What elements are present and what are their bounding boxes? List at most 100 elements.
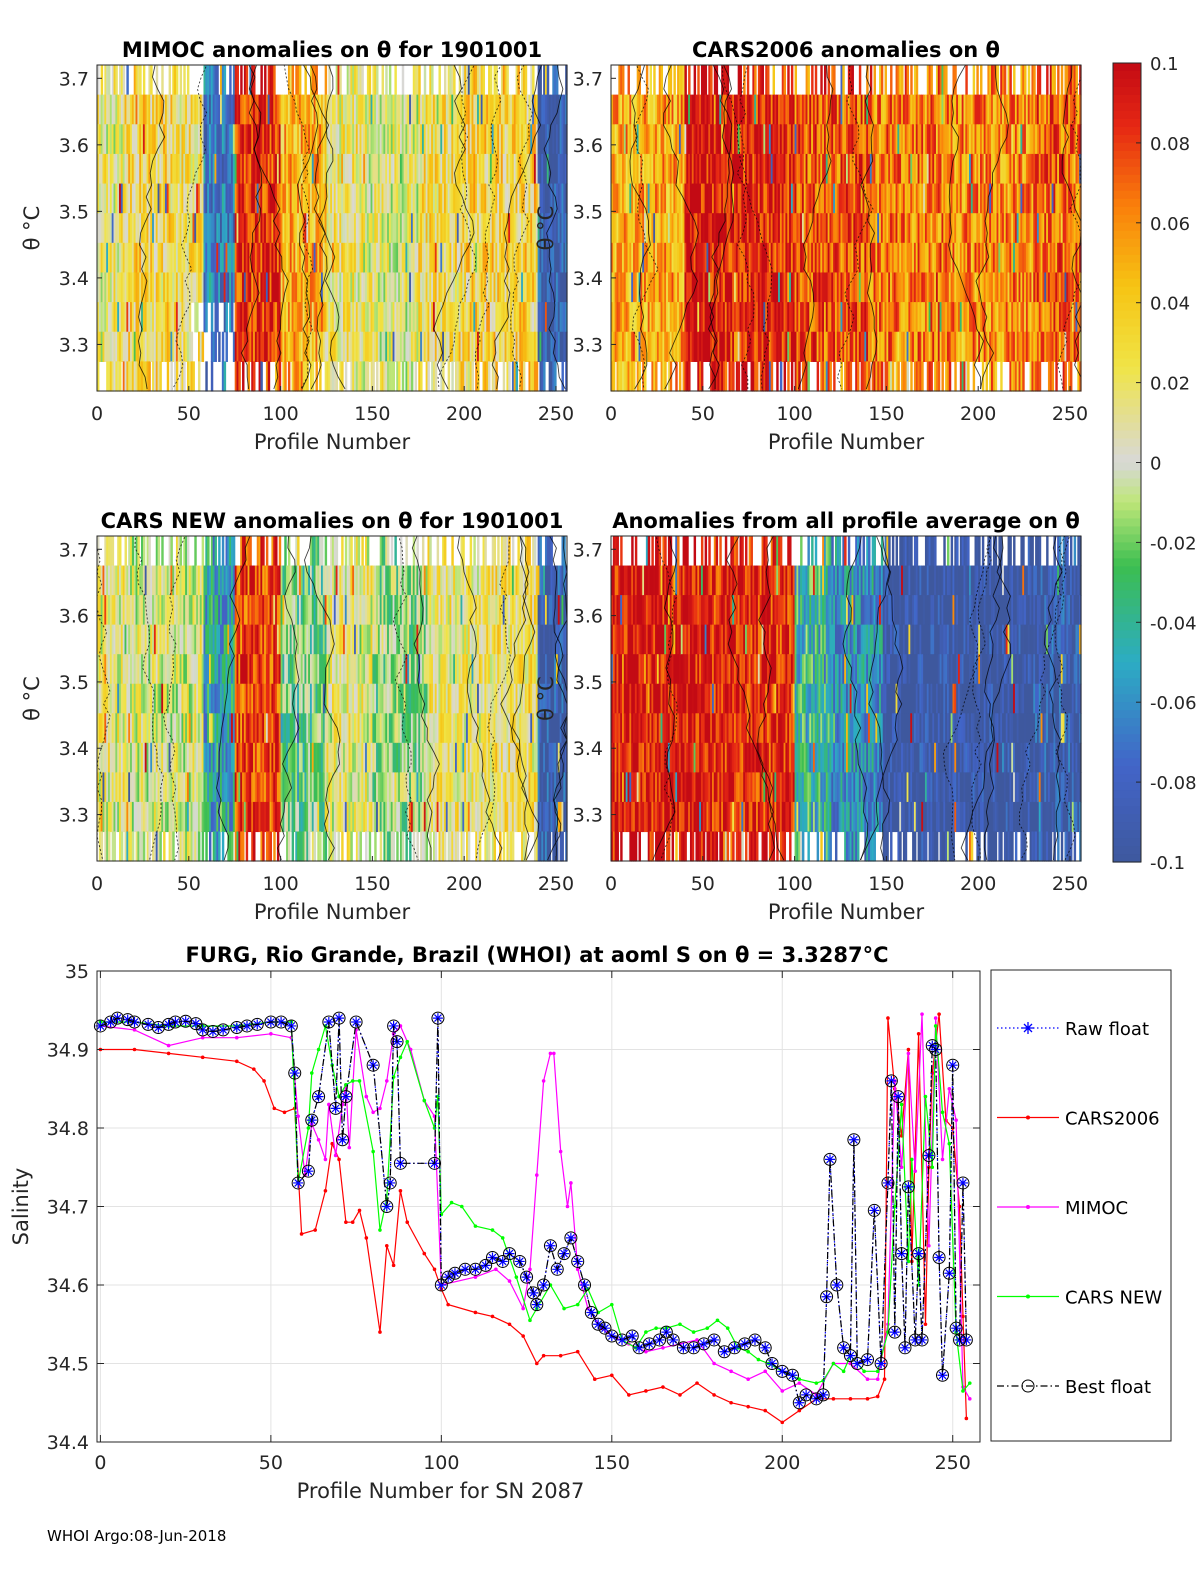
- heatmap-cell: [796, 302, 799, 333]
- heatmap-cell: [249, 213, 252, 244]
- heatmap-cell: [267, 94, 271, 125]
- heatmap-cell: [429, 242, 432, 274]
- heatmap-cell: [179, 65, 183, 96]
- heatmap-cell: [502, 361, 506, 392]
- heatmap-cell: [634, 183, 638, 214]
- heatmap-cell: [388, 361, 392, 392]
- heatmap-cell: [728, 302, 731, 333]
- heatmap-cell: [363, 302, 366, 333]
- heatmap-cell: [530, 213, 533, 244]
- heatmap-cell: [834, 331, 838, 362]
- heatmap-cell: [128, 302, 131, 333]
- heatmap-cell: [368, 213, 372, 244]
- heatmap-cell: [785, 183, 788, 214]
- heatmap-cell: [666, 302, 669, 333]
- heatmap-cell: [346, 94, 350, 125]
- heatmap-cell: [633, 302, 636, 333]
- heatmap-cell: [111, 153, 115, 185]
- heatmap-cell: [480, 94, 484, 125]
- heatmap-cell: [243, 213, 247, 244]
- heatmap-cell: [482, 361, 485, 392]
- heatmap-cell: [401, 361, 405, 392]
- contour-line: [437, 64, 477, 390]
- heatmap-cell: [625, 153, 629, 185]
- heatmap-cell: [829, 124, 832, 155]
- heatmap-cell: [526, 153, 530, 185]
- heatmap-cell: [188, 272, 192, 303]
- heatmap-cell: [258, 153, 261, 185]
- heatmap-cell: [267, 153, 271, 185]
- heatmap-cell: [629, 272, 632, 303]
- heatmap-cell: [192, 242, 195, 274]
- heatmap-cell: [739, 331, 742, 362]
- heatmap-cell: [532, 65, 535, 96]
- heatmap-cell: [366, 361, 370, 392]
- heatmap-cell: [234, 213, 238, 244]
- heatmap-cell: [649, 272, 652, 303]
- heatmap-cell: [822, 361, 825, 392]
- heatmap-cell: [555, 331, 559, 362]
- heatmap-cell: [812, 94, 816, 125]
- heatmap-cell: [214, 183, 217, 214]
- heatmap-cell: [421, 302, 425, 333]
- heatmap-cell: [741, 94, 744, 125]
- heatmap-cell: [761, 183, 764, 214]
- heatmap-cell: [939, 272, 943, 303]
- heatmap-cell: [203, 124, 206, 155]
- heatmap-cell: [728, 331, 731, 362]
- heatmap-cell: [776, 272, 779, 303]
- heatmap-cell: [526, 302, 530, 333]
- heatmap-cell: [229, 213, 232, 244]
- heatmap-cell: [633, 242, 636, 274]
- heatmap-cell: [343, 331, 346, 362]
- heatmap-cell: [820, 331, 823, 362]
- heatmap-cell: [286, 331, 289, 362]
- heatmap-cell: [882, 302, 886, 333]
- heatmap-cell: [460, 272, 463, 303]
- heatmap-cell: [185, 153, 188, 185]
- heatmap-cell: [333, 183, 337, 214]
- heatmap-cell: [464, 331, 467, 362]
- heatmap-cell: [486, 124, 489, 155]
- heatmap-cell: [862, 94, 865, 125]
- heatmap-cell: [308, 213, 311, 244]
- heatmap-cell: [642, 361, 645, 392]
- heatmap-cell: [179, 183, 183, 214]
- heatmap-cell: [521, 213, 524, 244]
- heatmap-cell: [700, 242, 704, 274]
- heatmap-cell: [860, 124, 864, 155]
- heatmap-cell: [258, 124, 261, 155]
- heatmap-cell: [458, 331, 462, 362]
- heatmap-cell: [330, 302, 333, 333]
- heatmap-cell: [482, 183, 485, 214]
- heatmap-cell: [550, 94, 553, 125]
- heatmap-cell: [164, 183, 168, 214]
- heatmap-cell: [717, 361, 720, 392]
- heatmap-cell: [748, 331, 752, 362]
- heatmap-cell: [842, 153, 845, 185]
- heatmap-cell: [350, 302, 353, 333]
- heatmap-cell: [216, 272, 219, 303]
- heatmap-cell: [700, 183, 704, 214]
- heatmap-cell: [950, 331, 954, 362]
- heatmap-cell: [122, 361, 126, 392]
- heatmap-cell: [846, 124, 849, 155]
- heatmap-cell: [113, 94, 116, 125]
- heatmap-cell: [203, 272, 206, 303]
- heatmap-cell: [332, 361, 335, 392]
- heatmap-cell: [541, 183, 544, 214]
- heatmap-cell: [352, 331, 355, 362]
- heatmap-cell: [493, 65, 496, 96]
- heatmap-cell: [223, 213, 227, 244]
- heatmap-cell: [612, 302, 616, 333]
- heatmap-cell: [550, 361, 553, 392]
- heatmap-cell: [297, 272, 300, 303]
- heatmap-cell: [774, 124, 777, 155]
- heatmap-cell: [168, 183, 172, 214]
- heatmap-cell: [388, 302, 392, 333]
- heatmap-cell: [513, 272, 517, 303]
- heatmap-cell: [774, 242, 777, 274]
- heatmap-cell: [471, 272, 474, 303]
- heatmap-cell: [521, 361, 524, 392]
- heatmap-cell: [844, 242, 847, 274]
